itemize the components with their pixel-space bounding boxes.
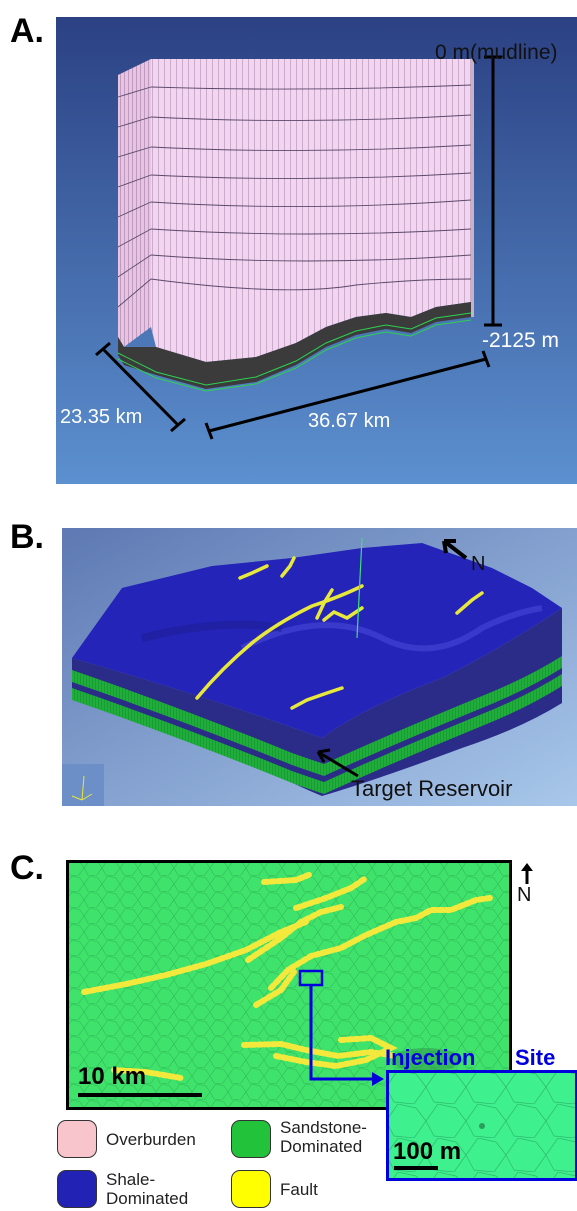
- legend-swatch-fault: [231, 1170, 271, 1208]
- layer-lines: [117, 84, 472, 308]
- target-reservoir-label: Target Reservoir: [351, 776, 513, 801]
- injection-inset: [386, 1070, 577, 1181]
- legend-label-fault: Fault: [280, 1180, 318, 1199]
- legend-label-sandstone: Sandstone-Dominated: [280, 1118, 367, 1157]
- legend-label-shale: Shale-Dominated: [106, 1170, 189, 1209]
- north-arrow-b: [442, 539, 468, 560]
- scale-label-10km: 10 km: [78, 1063, 147, 1090]
- panel-b-model-view: [62, 528, 577, 806]
- fault-traces: [195, 556, 484, 710]
- top-surface: [72, 543, 562, 738]
- legend-swatch-sandstone: [231, 1120, 271, 1158]
- panel-c-letter: C.: [10, 849, 44, 887]
- panel-b-letter: B.: [10, 518, 44, 556]
- length-scale-bar: [204, 350, 491, 440]
- depth-top-label: 0 m(mudline): [435, 41, 558, 64]
- north-label-b: N: [471, 553, 486, 575]
- reservoir-arrow: [316, 748, 359, 778]
- width-label: 23.35 km: [60, 406, 143, 428]
- fault-clusters: [81, 871, 493, 1081]
- slab-layers: [72, 608, 562, 796]
- legend-label-overburden: Overburden: [106, 1130, 196, 1149]
- injection-label-word2: Site: [515, 1045, 556, 1070]
- well-trace: [356, 537, 363, 639]
- legend-swatch-overburden: [57, 1120, 97, 1158]
- north-label-c: N: [517, 884, 532, 906]
- panel-c-map: [66, 860, 512, 1110]
- model-front-face: [151, 59, 471, 362]
- panel-a-letter: A.: [10, 12, 44, 50]
- injection-callout-line: [309, 985, 380, 1081]
- model-side-face: [118, 59, 151, 347]
- scale-label-100m: 100 m: [393, 1138, 462, 1165]
- depth-bottom-label: -2125 m: [482, 329, 560, 352]
- north-arrow-c: [521, 863, 533, 884]
- panel-a-model-view: [56, 17, 577, 484]
- injection-label-word1: Injection: [385, 1045, 476, 1070]
- model-bottom-layers: [118, 302, 471, 389]
- length-label: 36.67 km: [308, 410, 391, 432]
- legend-swatch-shale: [57, 1170, 97, 1208]
- width-scale-bar: [95, 341, 186, 433]
- depth-scale-bar: [484, 55, 502, 327]
